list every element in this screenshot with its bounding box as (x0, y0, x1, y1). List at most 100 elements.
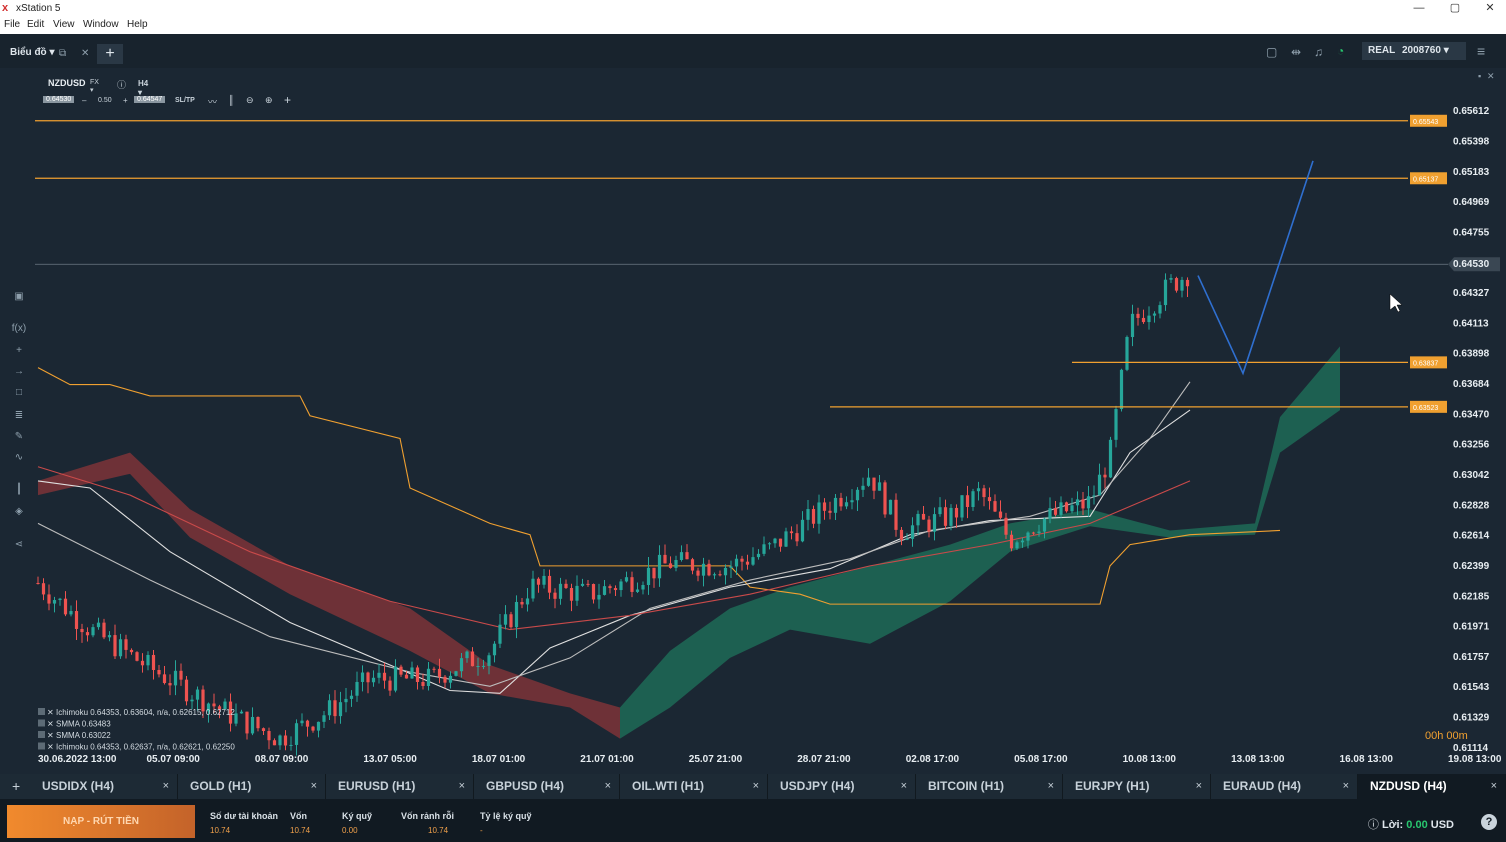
network-icon[interactable]: ⇹ (1291, 45, 1302, 59)
sltp-button[interactable]: SL/TP (175, 97, 195, 104)
candle-body (866, 477, 871, 486)
maximize-button[interactable]: ▢ (1449, 2, 1461, 14)
candle-body (426, 668, 431, 686)
window-title: xStation 5 (16, 3, 61, 14)
menu-edit[interactable]: Edit (27, 19, 45, 30)
candle-body (107, 635, 112, 638)
add-workspace-icon[interactable]: + (97, 44, 123, 64)
fibonacci-tool-icon[interactable]: ≣ (14, 410, 24, 421)
close-tab-icon[interactable]: × (900, 780, 907, 792)
candle-body (784, 531, 788, 547)
rectangle-tool-icon[interactable]: □ (15, 387, 23, 398)
workspace-dropdown[interactable]: Biểu đồ ▾ (10, 47, 55, 58)
price-tick-label: 0.64969 (1453, 197, 1490, 208)
close-tab-icon[interactable]: × (752, 780, 759, 792)
candle-body (1169, 278, 1173, 280)
menu-help[interactable]: Help (127, 19, 148, 30)
close-tab-icon[interactable]: × (458, 780, 465, 792)
tab-usdjpy[interactable]: USDJPY (H4) × (768, 774, 916, 799)
close-tab-icon[interactable]: × (1342, 780, 1349, 792)
candle-body (157, 669, 161, 675)
candle-body (861, 485, 865, 490)
candle-body (960, 495, 964, 518)
candle-body (542, 575, 546, 585)
tab-oil-wti[interactable]: OIL.WTI (H1) × (620, 774, 768, 799)
layers-icon[interactable]: ◈ (15, 506, 23, 517)
minimize-button[interactable]: — (1413, 2, 1425, 14)
symbol-type-dropdown[interactable]: FX ▾ (90, 79, 99, 94)
close-tab-icon[interactable]: × (1490, 780, 1497, 792)
pen-tool-icon[interactable]: ✎ (14, 431, 24, 442)
volume-input[interactable]: 0.50 (98, 97, 112, 104)
popout-icon[interactable]: ⧉ (59, 48, 67, 59)
close-window-button[interactable]: ✕ (1485, 2, 1495, 14)
tab-eurjpy[interactable]: EURJPY (H1) × (1063, 774, 1211, 799)
chart-close-icon[interactable]: ✕ (1487, 71, 1495, 81)
close-tab-icon[interactable]: × (604, 780, 611, 792)
candle-body (905, 538, 909, 540)
tab-eurusd[interactable]: EURUSD (H1) × (326, 774, 474, 799)
tab-bitcoin[interactable]: BITCOIN (H1) × (916, 774, 1063, 799)
candle-body (311, 726, 315, 731)
wifi-icon: ◔ (1337, 44, 1345, 58)
sell-price-button[interactable]: 0.64530 (43, 96, 75, 103)
volume-plus-button[interactable]: + (123, 96, 128, 105)
add-tab-icon[interactable]: + (12, 778, 21, 794)
menu-file[interactable]: File (4, 19, 21, 30)
tab-gold[interactable]: GOLD (H1) × (178, 774, 326, 799)
close-workspace-icon[interactable]: ✕ (81, 48, 90, 59)
candle-body (63, 598, 68, 615)
candle-body (564, 583, 568, 588)
close-tab-icon[interactable]: × (310, 780, 317, 792)
function-tool-icon[interactable]: f(x) (11, 323, 27, 334)
candle-body (1070, 505, 1074, 512)
candle-body (619, 581, 623, 591)
wave-tool-icon[interactable]: ∿ (14, 452, 24, 463)
close-tab-icon[interactable]: × (1047, 780, 1054, 792)
zoom-out-icon[interactable]: ⊖ (246, 95, 254, 105)
price-level-tag (1410, 400, 1447, 413)
indicator-remove-icon: ✕ (47, 731, 54, 740)
deposit-withdraw-button[interactable]: NẠP - RÚT TIỀN (7, 805, 195, 838)
crosshair-tool-icon[interactable]: + (16, 345, 22, 356)
close-tab-icon[interactable]: × (162, 780, 169, 792)
share-icon[interactable]: ⋖ (14, 539, 24, 550)
menu-view[interactable]: View (53, 19, 75, 30)
candle-body (718, 574, 722, 576)
bell-icon[interactable]: ♫ (1314, 45, 1323, 59)
close-tab-icon[interactable]: × (1195, 780, 1202, 792)
tab-gbpusd[interactable]: GBPUSD (H4) × (474, 774, 620, 799)
price-tick-label: 0.65398 (1453, 136, 1490, 147)
candle-body (894, 499, 898, 530)
hamburger-menu-icon[interactable]: ≡ (1477, 43, 1486, 59)
candle-body (338, 702, 343, 717)
buy-price-button[interactable]: 0.64547 (134, 96, 166, 103)
price-axis: 0.65612 0.65398 0.65183 0.64969 0.64755 0.645… (1453, 106, 1490, 754)
help-icon[interactable]: ? (1481, 814, 1497, 830)
line-chart-icon[interactable]: 〰 (208, 97, 218, 107)
chart-symbol[interactable]: NZDUSD (48, 78, 86, 88)
account-selector[interactable]: REAL 2008760 ▾ (1362, 42, 1466, 60)
crosshair-icon[interactable]: + (284, 93, 292, 107)
candle-type-icon[interactable]: ┃ (15, 484, 23, 495)
zoom-in-icon[interactable]: ⊕ (265, 95, 273, 105)
volume-minus-button[interactable]: – (82, 96, 87, 105)
info-icon[interactable]: ⓘ (117, 80, 127, 90)
timeframe-dropdown[interactable]: H4 ▾ (138, 79, 149, 97)
tab-nzdusd[interactable]: NZDUSD (H4) × (1358, 774, 1506, 799)
candle-body (1158, 305, 1162, 314)
tab-usdidx[interactable]: USDIDX (H4) × (30, 774, 178, 799)
candle-body (877, 482, 882, 491)
tab-euraud[interactable]: EURAUD (H4) × (1211, 774, 1358, 799)
line-tool-icon[interactable]: → (14, 366, 24, 377)
candle-body (1092, 495, 1096, 497)
indicator-label: Ichimoku 0.64353, 0.62637, n/a, 0.62621,… (56, 743, 235, 752)
indicator-visibility-icon (38, 731, 45, 738)
cursor-tool-icon[interactable]: ▣ (14, 291, 24, 302)
candle-body (751, 557, 755, 565)
candles-icon[interactable]: ║ (228, 95, 235, 105)
layout-icon[interactable]: ▢ (1266, 45, 1278, 59)
chart-maximize-icon[interactable]: ▪ (1478, 71, 1481, 81)
menu-window[interactable]: Window (83, 19, 119, 30)
